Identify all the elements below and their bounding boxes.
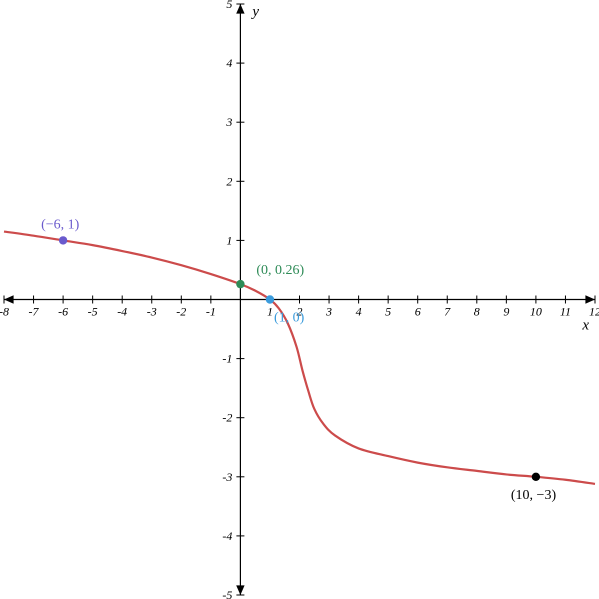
point-neg6-1: [59, 236, 67, 244]
svg-text:5: 5: [226, 0, 232, 11]
svg-text:-3: -3: [147, 305, 157, 319]
svg-text:-1: -1: [222, 352, 232, 366]
point-0-026: [236, 280, 244, 288]
svg-text:1: 1: [226, 233, 232, 247]
svg-text:1: 1: [267, 305, 273, 319]
point-0-026-label: (0, 0.26): [256, 263, 304, 278]
svg-text:-1: -1: [206, 305, 216, 319]
svg-text:9: 9: [503, 305, 509, 319]
svg-text:x: x: [581, 318, 589, 334]
svg-text:y: y: [250, 4, 259, 20]
svg-text:-4: -4: [117, 305, 127, 319]
point-1-0: [266, 295, 274, 303]
svg-text:5: 5: [385, 305, 391, 319]
chart-svg: -8-7-6-5-4-3-2-1123456789101112-5-4-3-2-…: [0, 0, 599, 599]
point-10-neg3-label: (10, −3): [511, 488, 557, 503]
svg-text:6: 6: [415, 305, 421, 319]
svg-text:7: 7: [444, 305, 451, 319]
svg-text:-6: -6: [58, 305, 68, 319]
svg-text:2: 2: [226, 174, 232, 188]
svg-text:-3: -3: [222, 470, 232, 484]
svg-text:-8: -8: [0, 305, 9, 319]
svg-text:3: 3: [325, 305, 332, 319]
point-neg6-1-label: (−6, 1): [41, 217, 80, 232]
svg-text:3: 3: [225, 115, 232, 129]
point-10-neg3: [532, 473, 540, 481]
svg-text:4: 4: [356, 305, 362, 319]
svg-text:-2: -2: [222, 411, 232, 425]
chart-container: -8-7-6-5-4-3-2-1123456789101112-5-4-3-2-…: [0, 0, 599, 599]
svg-text:-5: -5: [88, 305, 98, 319]
svg-text:4: 4: [226, 56, 232, 70]
svg-text:11: 11: [560, 305, 571, 319]
svg-text:-2: -2: [176, 305, 186, 319]
svg-text:12: 12: [589, 305, 599, 319]
svg-text:-5: -5: [222, 588, 232, 599]
svg-text:-7: -7: [29, 305, 40, 319]
svg-text:8: 8: [474, 305, 480, 319]
point-1-0-label: (1, 0): [274, 311, 305, 326]
svg-text:10: 10: [530, 305, 542, 319]
svg-text:-4: -4: [222, 529, 232, 543]
